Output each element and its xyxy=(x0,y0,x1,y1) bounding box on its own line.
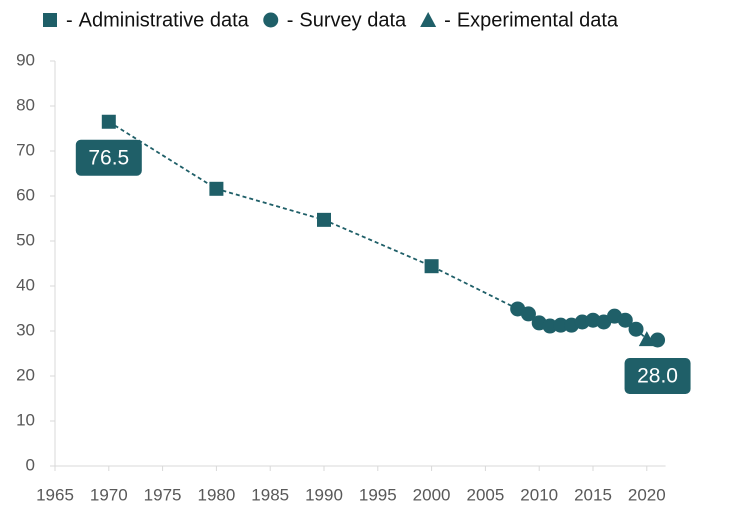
marker-square xyxy=(317,212,331,227)
marker-square xyxy=(43,13,57,27)
x-tick-label: 1995 xyxy=(359,485,397,504)
y-tick-label: 0 xyxy=(26,455,35,474)
legend-separator: - xyxy=(287,9,294,31)
data-label-box xyxy=(624,358,691,394)
x-tick-label: 2015 xyxy=(574,485,612,504)
y-tick-label: 90 xyxy=(16,50,35,69)
legend-separator: - xyxy=(66,9,73,31)
x-tick-label: 1980 xyxy=(197,485,235,504)
data-label-box xyxy=(75,139,142,176)
x-tick-label: 1990 xyxy=(305,485,343,504)
x-tick-label: 2000 xyxy=(413,485,451,504)
marker-circle xyxy=(650,332,666,348)
marker-square xyxy=(209,181,224,196)
y-tick-label: 40 xyxy=(16,275,35,294)
y-tick-label: 80 xyxy=(16,95,35,114)
y-tick-label: 20 xyxy=(16,365,35,384)
legend-label: Survey data xyxy=(299,9,407,31)
marker-circle xyxy=(553,317,569,333)
x-tick-label: 2020 xyxy=(628,485,666,504)
connector-line xyxy=(108,120,658,341)
data-label: 76.5 xyxy=(88,146,129,169)
y-tick-label: 30 xyxy=(16,320,35,339)
x-tick-label: 2010 xyxy=(520,485,558,504)
y-tick-label: 60 xyxy=(16,185,35,204)
x-tick-label: 1965 xyxy=(36,485,74,504)
legend-label: Experimental data xyxy=(457,9,619,31)
marker-circle xyxy=(263,12,279,28)
marker-circle xyxy=(617,312,633,328)
marker-circle xyxy=(520,306,536,322)
y-tick-label: 10 xyxy=(16,410,35,429)
marker-circle xyxy=(628,321,644,337)
marker-circle xyxy=(542,318,558,334)
x-tick-label: 2005 xyxy=(466,485,504,504)
x-tick-label: 1985 xyxy=(251,485,289,504)
marker-triangle xyxy=(638,331,655,347)
y-tick-label: 50 xyxy=(16,230,35,249)
data-label: 28.0 xyxy=(637,365,678,388)
marker-triangle xyxy=(420,12,437,27)
legend-separator: - xyxy=(444,9,451,31)
y-tick-label: 70 xyxy=(16,140,35,159)
x-tick-label: 1975 xyxy=(144,485,182,504)
legend-label: Administrative data xyxy=(79,9,250,31)
x-tick-label: 1970 xyxy=(90,485,128,504)
marker-square xyxy=(101,114,116,129)
marker-square xyxy=(424,259,439,274)
legend: - Administrative data - Survey data - Experim… xyxy=(43,9,619,31)
